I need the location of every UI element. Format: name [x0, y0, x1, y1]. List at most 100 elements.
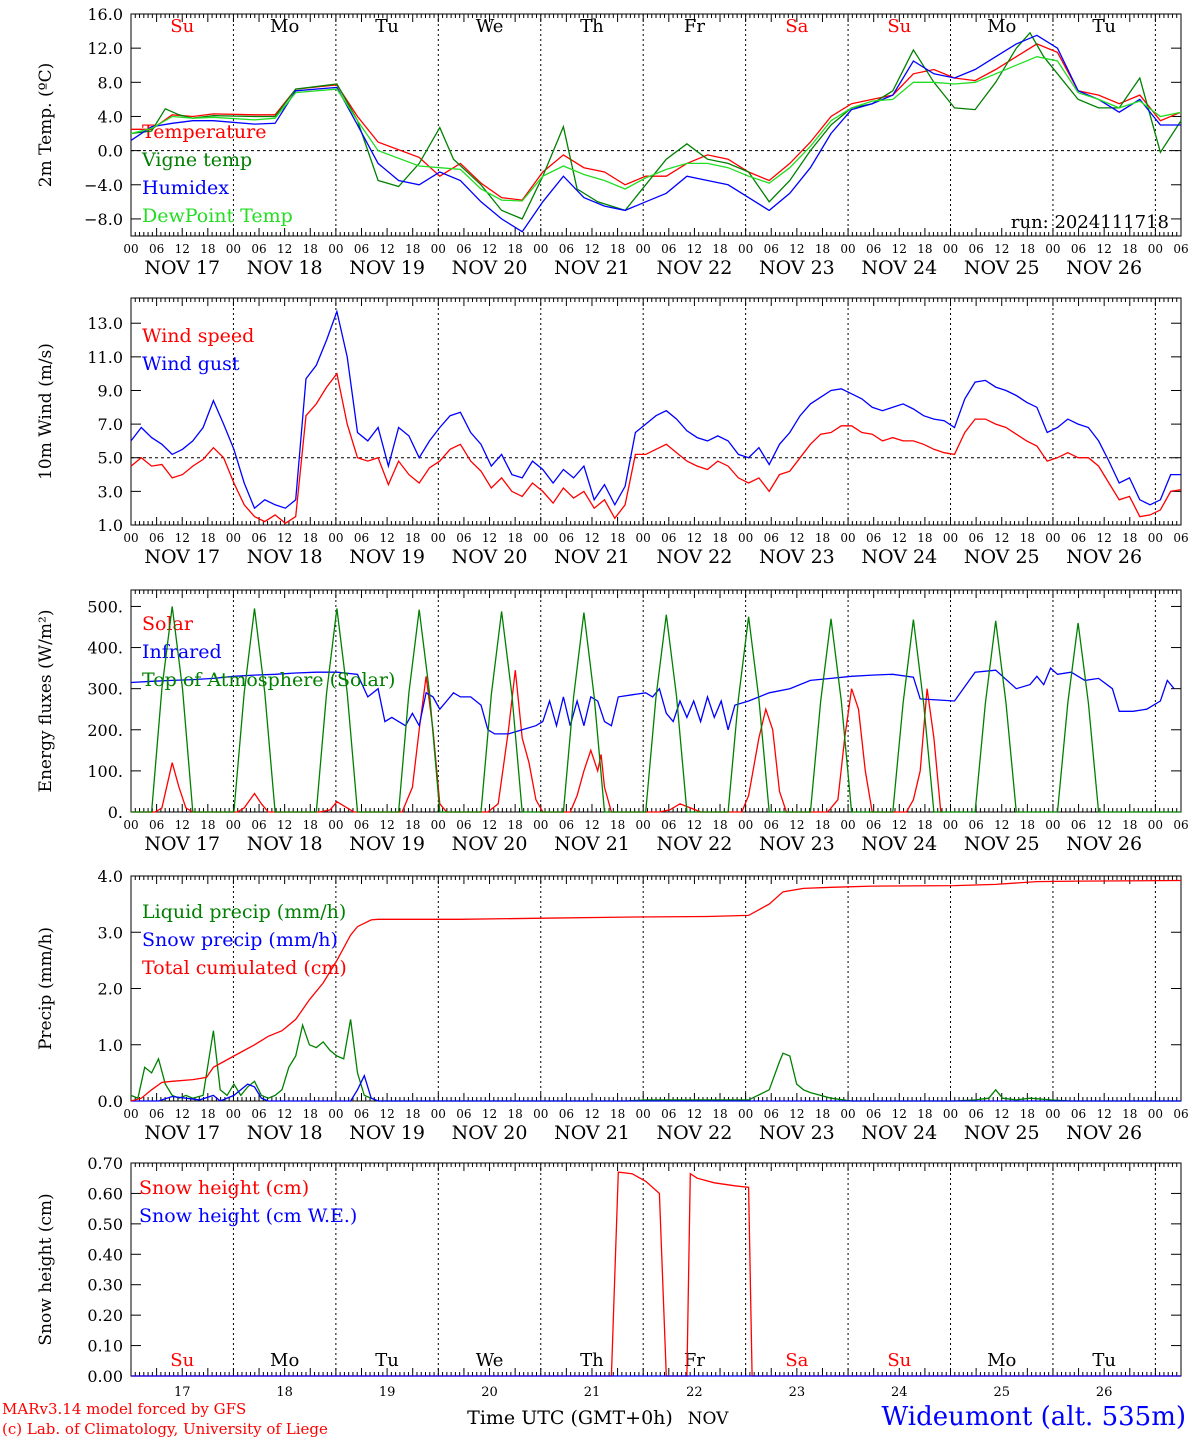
hour-tick-label: 00: [123, 1107, 138, 1121]
hour-tick-label: 00: [840, 531, 855, 545]
date-label: NOV 26: [1066, 257, 1142, 279]
hour-tick-label: 18: [1020, 531, 1035, 545]
y-axis-label: 10m Wind (m/s): [36, 343, 56, 480]
hour-tick-label: 06: [866, 818, 881, 832]
hour-tick-label: 18: [405, 818, 420, 832]
hour-tick-label: 00: [1045, 531, 1060, 545]
hour-tick-label: 00: [1148, 242, 1163, 256]
hour-tick-label: 00: [1045, 242, 1060, 256]
date-label: NOV 18: [247, 546, 323, 568]
hour-tick-label: 06: [354, 1107, 369, 1121]
hour-tick-label: 12: [687, 531, 702, 545]
hour-tick-label: 06: [149, 1107, 164, 1121]
plot-frame: [130, 13, 1182, 237]
hour-tick-label: 00: [738, 818, 753, 832]
day-number-label: 20: [481, 1385, 498, 1400]
legend-entry: Total cumulated (cm): [142, 957, 347, 979]
series-line: [131, 43, 1182, 201]
hour-tick-label: 00: [636, 242, 651, 256]
y-tick-label: 11.0: [87, 348, 123, 367]
hour-tick-label: 18: [815, 818, 830, 832]
hour-tick-label: 06: [149, 242, 164, 256]
hour-tick-label: 06: [661, 1107, 676, 1121]
hour-tick-label: 12: [892, 1107, 907, 1121]
legend-entry: DewPoint Temp: [142, 205, 293, 227]
hour-tick-label: 00: [431, 531, 446, 545]
hour-tick-label: 12: [994, 242, 1009, 256]
hour-tick-label: 00: [1148, 1107, 1163, 1121]
date-label: NOV 22: [657, 1122, 733, 1144]
y-tick-label: 0.60: [87, 1184, 123, 1203]
hour-tick-label: 12: [994, 818, 1009, 832]
date-label: NOV 22: [657, 546, 733, 568]
hour-tick-label: 12: [277, 1107, 292, 1121]
hour-tick-label: 18: [712, 1107, 727, 1121]
y-tick-label: 1.0: [98, 1036, 123, 1055]
hour-tick-label: 18: [405, 242, 420, 256]
hour-tick-label: 00: [840, 818, 855, 832]
legend-entry: Snow precip (mm/h): [142, 929, 338, 951]
series-line: [130, 309, 1181, 510]
month-label: NOV: [688, 1409, 730, 1429]
hour-tick-label: 18: [508, 242, 523, 256]
hour-tick-label: 00: [636, 531, 651, 545]
weekday-label: Fr: [684, 16, 705, 37]
hour-tick-label: 00: [328, 1107, 343, 1121]
hour-tick-label: 06: [764, 242, 779, 256]
weekday-label: Th: [580, 1350, 604, 1371]
hour-tick-label: 00: [840, 242, 855, 256]
series-line: [130, 56, 1182, 202]
hour-tick-label: 18: [1122, 818, 1137, 832]
hour-tick-label: 00: [943, 818, 958, 832]
run-annotation: run: 2024111718: [1011, 212, 1169, 233]
date-label: NOV 24: [861, 833, 937, 855]
hour-tick-label: 06: [661, 242, 676, 256]
date-label: NOV 23: [759, 546, 835, 568]
hour-tick-label: 00: [226, 818, 241, 832]
hour-tick-label: 18: [1020, 1107, 1035, 1121]
day-number-label: 22: [686, 1385, 703, 1400]
hour-tick-label: 06: [1071, 242, 1086, 256]
legend-entry: Infrared: [142, 641, 222, 663]
hour-tick-label: 12: [1097, 242, 1112, 256]
date-label: NOV 20: [452, 546, 528, 568]
weekday-label: Mo: [987, 16, 1016, 37]
hour-tick-label: 12: [584, 1107, 599, 1121]
hour-tick-label: 00: [226, 1107, 241, 1121]
day-number-label: 17: [174, 1385, 191, 1400]
hour-tick-label: 12: [1097, 1107, 1112, 1121]
hour-tick-label: 12: [789, 242, 804, 256]
hour-tick-label: 06: [1173, 531, 1188, 545]
hour-tick-label: 12: [175, 818, 190, 832]
hour-tick-label: 12: [175, 242, 190, 256]
weekday-label: We: [476, 16, 504, 37]
hour-tick-label: 06: [559, 242, 574, 256]
hour-tick-label: 06: [251, 818, 266, 832]
hour-tick-label: 00: [533, 818, 548, 832]
date-label: NOV 23: [759, 257, 835, 279]
hour-tick-label: 18: [815, 242, 830, 256]
weekday-label: We: [476, 1350, 504, 1371]
station-location: Wideumont (alt. 535m): [881, 1402, 1186, 1432]
hour-tick-label: 18: [1122, 1107, 1137, 1121]
hour-tick-label: 00: [636, 818, 651, 832]
date-label: NOV 21: [554, 1122, 630, 1144]
date-label: NOV 25: [964, 257, 1040, 279]
y-tick-label: 0.10: [87, 1337, 123, 1356]
hour-tick-label: 18: [303, 531, 318, 545]
hour-tick-label: 00: [123, 818, 138, 832]
y-tick-label: 100.: [87, 762, 123, 781]
hour-tick-label: 18: [610, 531, 625, 545]
y-tick-label: 1.0: [98, 516, 123, 535]
y-tick-label: 0.30: [87, 1276, 123, 1295]
legend-entry: Snow height (cm): [139, 1177, 309, 1199]
legend-entry: Humidex: [142, 177, 229, 199]
y-axis-label: Energy fluxes (W/m²): [36, 610, 56, 793]
hour-tick-label: 06: [866, 1107, 881, 1121]
hour-tick-label: 18: [610, 242, 625, 256]
series-line: [131, 670, 942, 813]
hour-tick-label: 18: [200, 242, 215, 256]
date-label: NOV 19: [349, 546, 425, 568]
hour-tick-label: 18: [815, 531, 830, 545]
